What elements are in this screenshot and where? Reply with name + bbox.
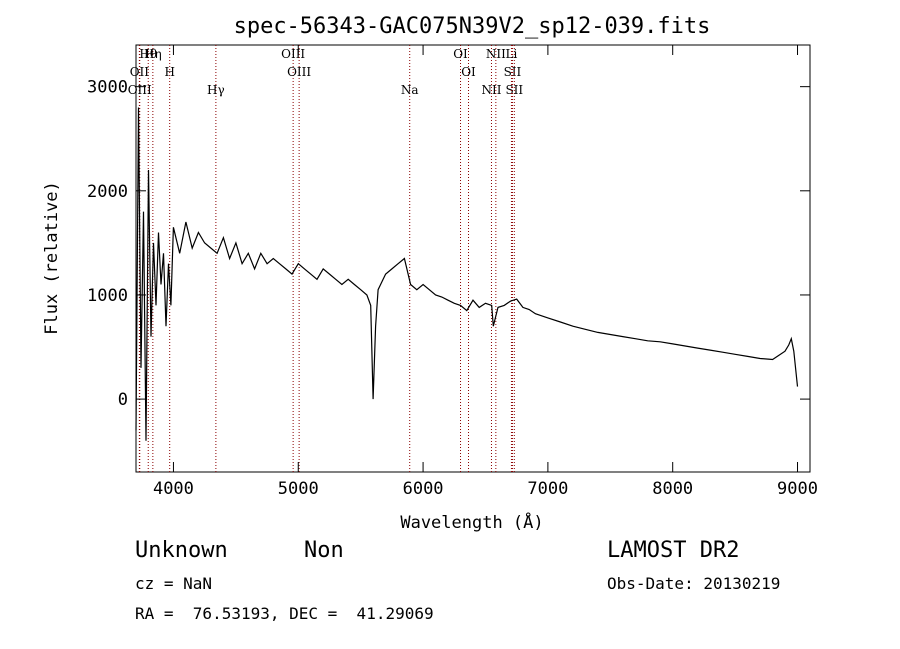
spectral-line-label-10: OI (461, 65, 476, 79)
x-tick-label-2: 6000 (403, 479, 444, 499)
x-tick-label-3: 7000 (527, 479, 568, 499)
spectral-line-label-13: SII (504, 65, 522, 79)
spectral-line-label-14: SII (505, 83, 523, 97)
spectral-line-label-8: Na (401, 83, 419, 97)
spectral-line-label-15: Li (506, 47, 518, 61)
spectral-line-label-9: OI (453, 47, 468, 61)
spectral-line-label-4: H (164, 65, 174, 79)
class-label: Unknown (135, 538, 228, 563)
plot-frame (135, 44, 811, 473)
x-axis-label: Wavelength (Å) (400, 511, 543, 533)
y-axis-label: Flux (relative) (42, 181, 62, 335)
spectral-line-label-6: OIII (281, 47, 305, 61)
spectral-line-label-12: NII (486, 47, 506, 61)
x-tick-label-5: 9000 (777, 479, 818, 499)
spectral-line-label-5: Hγ (207, 83, 225, 97)
x-tick-label-0: 4000 (153, 479, 194, 499)
spectral-line-label-2: OIII (128, 83, 152, 97)
spectral-line-label-7: OIII (287, 65, 311, 79)
coordinates: RA = 76.53193, DEC = 41.29069 (135, 604, 434, 623)
spectrum-line (135, 107, 799, 441)
subclass-label: Non (304, 538, 344, 563)
obs-date: Obs-Date: 20130219 (607, 574, 781, 593)
spectral-line-markers: HθOIIOIIIHηHHγOIIIOIIINaOIOINIINIISIISII… (128, 45, 523, 472)
y-tick-label-0: 0 (118, 390, 128, 410)
x-tick-label-1: 5000 (278, 479, 319, 499)
survey-label: LAMOST DR2 (607, 538, 740, 563)
y-tick-label-2: 2000 (87, 182, 128, 202)
y-tick-label-1: 1000 (87, 286, 128, 306)
spectral-line-label-3: Hη (144, 47, 162, 61)
cz-value: cz = NaN (135, 574, 213, 593)
y-tick-label-3: 3000 (87, 78, 128, 98)
chart-title: spec-56343-GAC075N39V2_sp12-039.fits (234, 14, 711, 39)
axis-ticks: 4000 5000 6000 7000 8000 9000 0 1000 2000 3000 (87, 45, 818, 499)
spectrum-chart: spec-56343-GAC075N39V2_sp12-039.fits HθO… (42, 14, 818, 533)
x-tick-label-4: 8000 (652, 479, 693, 499)
spectral-line-label-11: NII (481, 83, 501, 97)
